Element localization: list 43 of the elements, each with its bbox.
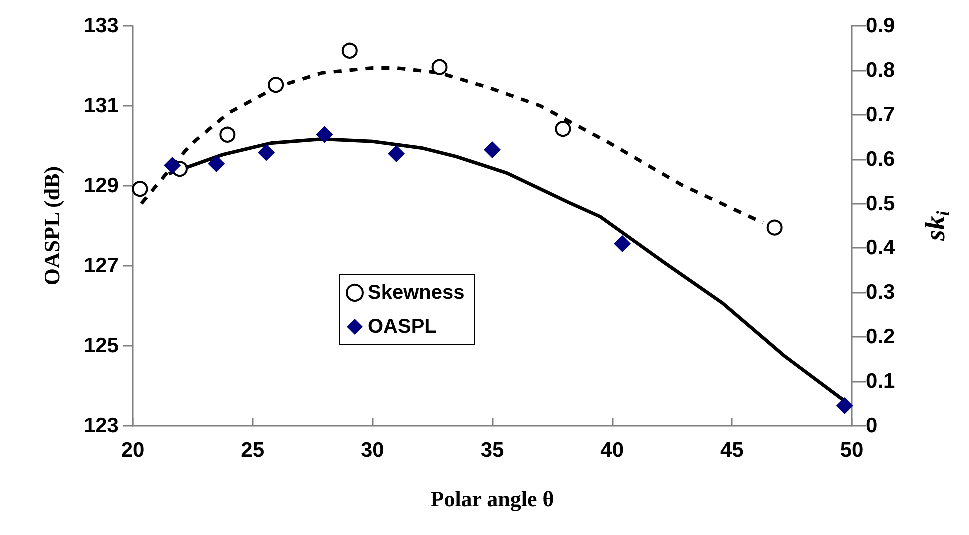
point [484, 142, 501, 158]
point [220, 126, 236, 143]
x-axis-title: Polar angle θ [430, 486, 554, 512]
point [432, 59, 448, 76]
point [555, 121, 572, 138]
y2-axis-title: ski [920, 211, 953, 242]
y2-tick-label: 0 [866, 414, 878, 438]
point [388, 146, 406, 162]
x-tick-label: 35 [480, 439, 504, 462]
y2-tick-label: 0.8 [866, 58, 896, 82]
y2-tick-label: 0.6 [866, 148, 896, 171]
x-tick-label: 25 [241, 439, 265, 462]
x-tick-label: 30 [360, 439, 384, 462]
legend-label: OASPL [368, 316, 437, 338]
y2-tick-label: 0.2 [866, 326, 896, 349]
y2-tick-label: 0.7 [866, 103, 896, 126]
x-tick-label: 45 [720, 439, 744, 462]
point [208, 156, 226, 172]
point [766, 220, 783, 236]
y2-tick-label: 0.3 [866, 281, 896, 304]
point [132, 181, 148, 198]
point [316, 126, 334, 144]
y-tick-label: 129 [84, 174, 119, 198]
y-tick-label: 123 [84, 414, 119, 438]
y2-tick-label: 0.9 [866, 14, 896, 38]
point [268, 77, 284, 94]
y-tick-label: 125 [84, 334, 120, 358]
y-axis-title: OASPL (dB) [40, 166, 64, 286]
point [614, 236, 632, 252]
legend-label: Skewness [368, 282, 465, 304]
point [164, 157, 182, 174]
y2-tick-label: 0.4 [866, 236, 896, 260]
y-tick-label: 131 [84, 94, 120, 118]
y-tick-label: 133 [84, 14, 119, 38]
y2-tick-label: 0.5 [866, 192, 896, 216]
y-tick-label: 127 [84, 254, 119, 278]
point [836, 398, 854, 414]
x-tick-label: 50 [840, 439, 864, 462]
x-tick-label: 20 [121, 439, 145, 462]
point [258, 144, 275, 162]
point [342, 42, 358, 59]
y2-tick-label: 0.1 [866, 370, 896, 394]
x-tick-label: 40 [600, 439, 624, 462]
